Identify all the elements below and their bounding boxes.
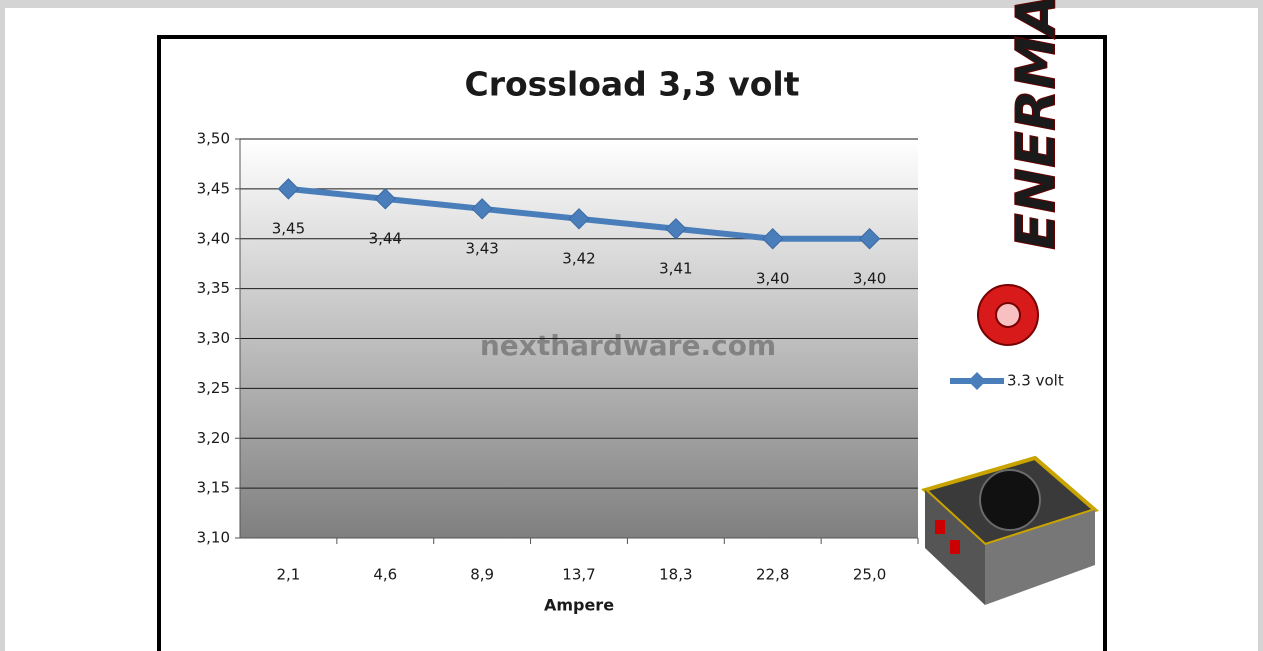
point-marker bbox=[665, 218, 687, 240]
x-tick-label: 25,0 bbox=[853, 566, 886, 584]
y-tick-label: 3,10 bbox=[197, 529, 230, 547]
legend-label: 3.3 volt bbox=[1007, 372, 1064, 390]
point-marker bbox=[277, 178, 300, 200]
x-tick-label: 2,1 bbox=[276, 566, 300, 584]
x-tick-label: 13,7 bbox=[562, 566, 595, 584]
psu-fan bbox=[979, 469, 1041, 531]
psu-image bbox=[921, 455, 1100, 605]
y-tick-label: 3,50 bbox=[197, 130, 230, 148]
y-tick-label: 3,45 bbox=[197, 179, 230, 197]
x-tick-label: 18,3 bbox=[659, 566, 692, 584]
y-tick-label: 3,25 bbox=[197, 379, 230, 397]
psu-front bbox=[985, 510, 1095, 605]
x-tick-label: 4,6 bbox=[373, 566, 397, 584]
psu-port bbox=[950, 540, 960, 554]
point-marker bbox=[762, 228, 784, 250]
watermark: nexthardware.com bbox=[480, 329, 776, 362]
x-tick-label: 22,8 bbox=[756, 566, 789, 584]
data-label: 3,43 bbox=[465, 239, 498, 257]
y-tick-label: 3,20 bbox=[197, 429, 230, 447]
data-label: 3,40 bbox=[756, 269, 789, 287]
point-marker bbox=[568, 208, 590, 230]
data-label: 3,44 bbox=[369, 229, 402, 247]
logo: ENERMAX bbox=[977, 0, 1068, 346]
y-tick-label: 3,15 bbox=[197, 479, 230, 497]
chart-title: Crossload 3,3 volt bbox=[464, 65, 799, 104]
y-tick-label: 3,35 bbox=[197, 279, 230, 297]
x-tick-label: 8,9 bbox=[470, 566, 494, 584]
data-label: 3,41 bbox=[659, 259, 692, 277]
y-tick-label: 3,30 bbox=[197, 329, 230, 347]
x-axis-label: Ampere bbox=[544, 596, 614, 615]
legend-marker bbox=[968, 372, 986, 390]
y-tick-label: 3,40 bbox=[197, 229, 230, 247]
logo-text: ENERMAX bbox=[1005, 0, 1068, 250]
data-label: 3,40 bbox=[853, 269, 886, 287]
data-label: 3,42 bbox=[562, 249, 595, 267]
point-marker bbox=[471, 198, 493, 220]
logo-gear-hub bbox=[995, 302, 1021, 328]
psu-port bbox=[935, 520, 945, 534]
point-marker bbox=[374, 188, 396, 210]
data-label: 3,45 bbox=[272, 219, 305, 237]
point-marker bbox=[858, 228, 881, 250]
